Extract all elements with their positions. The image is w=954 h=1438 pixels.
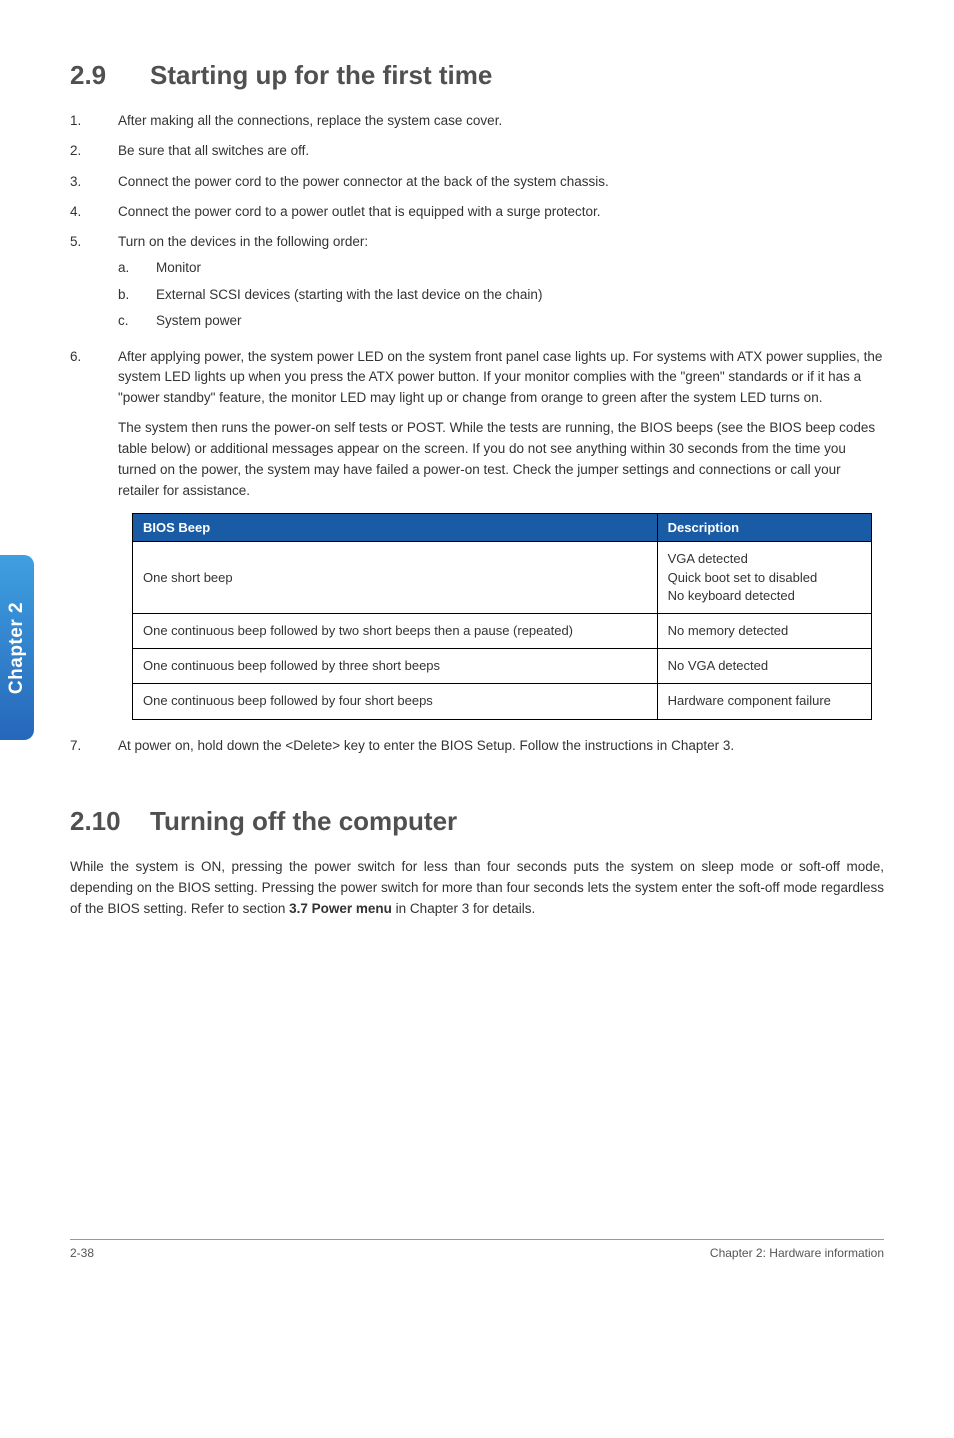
table-header-description: Description xyxy=(657,514,871,542)
sub-step-b: b. External SCSI devices (starting with … xyxy=(118,285,884,305)
step-number: 1. xyxy=(70,111,118,131)
table-header-row: BIOS Beep Description xyxy=(133,514,872,542)
sub-step-number: b. xyxy=(118,285,156,305)
step-number: 6. xyxy=(70,347,118,408)
table-row: One short beep VGA detected Quick boot s… xyxy=(133,542,872,614)
step-number: 2. xyxy=(70,141,118,161)
section-2-9-number: 2.9 xyxy=(70,60,150,91)
table-cell-desc: VGA detected Quick boot set to disabled … xyxy=(657,542,871,614)
chapter-side-tab: Chapter 2 xyxy=(0,555,34,740)
step-number: 5. xyxy=(70,232,118,337)
table-cell-beep: One continuous beep followed by four sho… xyxy=(133,684,658,719)
step-4: 4. Connect the power cord to a power out… xyxy=(70,202,884,222)
section-2-9-title: Starting up for the first time xyxy=(150,60,492,90)
step-number: 7. xyxy=(70,736,118,756)
bios-beep-table: BIOS Beep Description One short beep VGA… xyxy=(132,513,872,719)
step-text: Turn on the devices in the following ord… xyxy=(118,234,368,249)
chapter-side-tab-label: Chapter 2 xyxy=(6,601,28,693)
table-header-bios-beep: BIOS Beep xyxy=(133,514,658,542)
step-text: After making all the connections, replac… xyxy=(118,111,884,131)
step-number: 4. xyxy=(70,202,118,222)
step-7: 7. At power on, hold down the <Delete> k… xyxy=(70,736,884,756)
page-footer: 2-38 Chapter 2: Hardware information xyxy=(70,1239,884,1260)
sub-step-text: System power xyxy=(156,311,242,331)
sub-step-number: a. xyxy=(118,258,156,278)
steps-list: 1. After making all the connections, rep… xyxy=(70,111,884,408)
sub-step-a: a. Monitor xyxy=(118,258,884,278)
table-cell-desc: No VGA detected xyxy=(657,649,871,684)
sub-step-text: External SCSI devices (starting with the… xyxy=(156,285,542,305)
step-text: After applying power, the system power L… xyxy=(118,347,884,408)
table-cell-beep: One continuous beep followed by two shor… xyxy=(133,614,658,649)
step-6: 6. After applying power, the system powe… xyxy=(70,347,884,408)
table-cell-beep: One short beep xyxy=(133,542,658,614)
table-cell-desc: Hardware component failure xyxy=(657,684,871,719)
steps-list-continued: 7. At power on, hold down the <Delete> k… xyxy=(70,736,884,756)
page: Chapter 2 2.9Starting up for the first t… xyxy=(0,0,954,1300)
step-body: Turn on the devices in the following ord… xyxy=(118,232,884,337)
step-5: 5. Turn on the devices in the following … xyxy=(70,232,884,337)
step-1: 1. After making all the connections, rep… xyxy=(70,111,884,131)
sub-step-c: c. System power xyxy=(118,311,884,331)
table-row: One continuous beep followed by two shor… xyxy=(133,614,872,649)
step-text: Connect the power cord to a power outlet… xyxy=(118,202,884,222)
sub-steps-list: a. Monitor b. External SCSI devices (sta… xyxy=(118,258,884,331)
step-number: 3. xyxy=(70,172,118,192)
section-2-10-body: While the system is ON, pressing the pow… xyxy=(70,857,884,920)
footer-chapter-label: Chapter 2: Hardware information xyxy=(710,1246,884,1260)
table-row: One continuous beep followed by three sh… xyxy=(133,649,872,684)
section-2-10-heading: 2.10Turning off the computer xyxy=(70,806,884,837)
body-part-2: in Chapter 3 for details. xyxy=(392,901,535,916)
section-2-10-number: 2.10 xyxy=(70,806,150,837)
section-2-10-title: Turning off the computer xyxy=(150,806,457,836)
step-3: 3. Connect the power cord to the power c… xyxy=(70,172,884,192)
sub-step-number: c. xyxy=(118,311,156,331)
section-2-9-heading: 2.9Starting up for the first time xyxy=(70,60,884,91)
step-text: Connect the power cord to the power conn… xyxy=(118,172,884,192)
body-bold: 3.7 Power menu xyxy=(289,901,392,916)
table-row: One continuous beep followed by four sho… xyxy=(133,684,872,719)
table-cell-beep: One continuous beep followed by three sh… xyxy=(133,649,658,684)
table-cell-desc: No memory detected xyxy=(657,614,871,649)
step-6-paragraph-2: The system then runs the power-on self t… xyxy=(118,418,884,502)
step-text: Be sure that all switches are off. xyxy=(118,141,884,161)
step-text: At power on, hold down the <Delete> key … xyxy=(118,736,884,756)
step-2: 2. Be sure that all switches are off. xyxy=(70,141,884,161)
footer-page-number: 2-38 xyxy=(70,1246,94,1260)
sub-step-text: Monitor xyxy=(156,258,201,278)
